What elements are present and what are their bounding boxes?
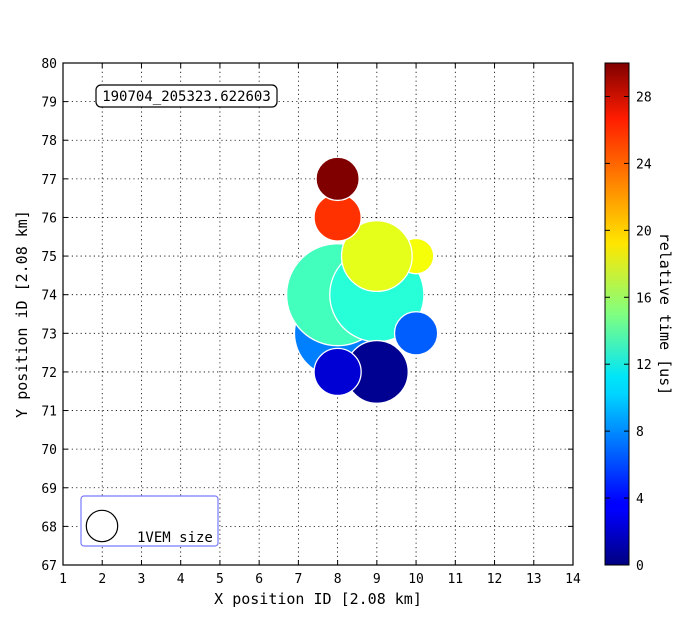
size-legend-label: 1VEM size — [137, 530, 213, 546]
colorbar-tick-label: 16 — [636, 291, 652, 306]
colorbar-tick-label: 12 — [636, 358, 652, 373]
x-tick-label: 9 — [373, 572, 381, 587]
y-tick-label: 67 — [41, 559, 57, 574]
bubble-marker — [340, 220, 413, 293]
y-tick-label: 79 — [41, 96, 57, 111]
bubble-marker — [393, 311, 439, 356]
bubble-markers — [285, 156, 439, 404]
size-legend-circle — [85, 509, 119, 543]
colorbar-ticks: 0 4 8 12 16 20 24 28 — [605, 90, 652, 574]
y-tick-label: 68 — [41, 520, 57, 535]
x-tick-label: 5 — [216, 572, 224, 587]
plot-frame — [62, 62, 574, 566]
y-tick-label: 73 — [41, 327, 57, 342]
y-axis-label: Y position iD [2.08 km] — [13, 210, 31, 418]
colorbar-tick-label: 4 — [636, 492, 644, 507]
y-tick-label: 72 — [41, 366, 57, 381]
annotation-badge — [95, 84, 278, 108]
y-tick-label: 74 — [41, 289, 57, 304]
y-tick-label: 69 — [41, 482, 57, 497]
x-tick-label: 8 — [334, 572, 342, 587]
x-tick-label: 11 — [447, 572, 463, 587]
y-tick-label: 80 — [41, 57, 57, 72]
x-tick-label: 2 — [98, 572, 106, 587]
colorbar-tick-label: 20 — [636, 224, 652, 239]
y-tick-label: 75 — [41, 250, 57, 265]
x-axis-label: X position ID [2.08 km] — [214, 590, 422, 608]
x-tick-label: 10 — [408, 572, 424, 587]
x-axis-ticks: 1 2 3 4 5 6 7 8 9 10 11 12 13 14 — [59, 63, 581, 587]
x-tick-label: 1 — [59, 572, 67, 587]
colorbar-tick-label: 8 — [636, 425, 644, 440]
colorbar-tick-label: 24 — [636, 157, 652, 172]
x-tick-label: 6 — [255, 572, 263, 587]
y-tick-label: 70 — [41, 443, 57, 458]
colorbar-label: relative time [us] — [656, 233, 674, 396]
bubble-marker — [315, 156, 360, 202]
grid-lines — [63, 63, 573, 565]
annotation-text: 190704_205323.622603 — [102, 89, 271, 105]
colorbar-tick-label: 28 — [636, 90, 652, 105]
colorbar — [604, 62, 630, 566]
x-tick-label: 3 — [138, 572, 146, 587]
y-tick-label: 76 — [41, 211, 57, 226]
y-tick-label: 71 — [41, 405, 57, 420]
x-tick-label: 4 — [177, 572, 185, 587]
x-tick-label: 7 — [294, 572, 302, 587]
x-tick-label: 13 — [526, 572, 542, 587]
colorbar-tick-label: 0 — [636, 559, 644, 574]
x-tick-label: 12 — [487, 572, 503, 587]
y-axis-ticks: 67 68 69 70 71 72 73 74 75 76 77 78 79 80 — [41, 57, 573, 574]
y-tick-label: 78 — [41, 134, 57, 149]
x-tick-label: 14 — [565, 572, 581, 587]
y-tick-label: 77 — [41, 173, 57, 188]
bubble-marker — [313, 347, 362, 397]
